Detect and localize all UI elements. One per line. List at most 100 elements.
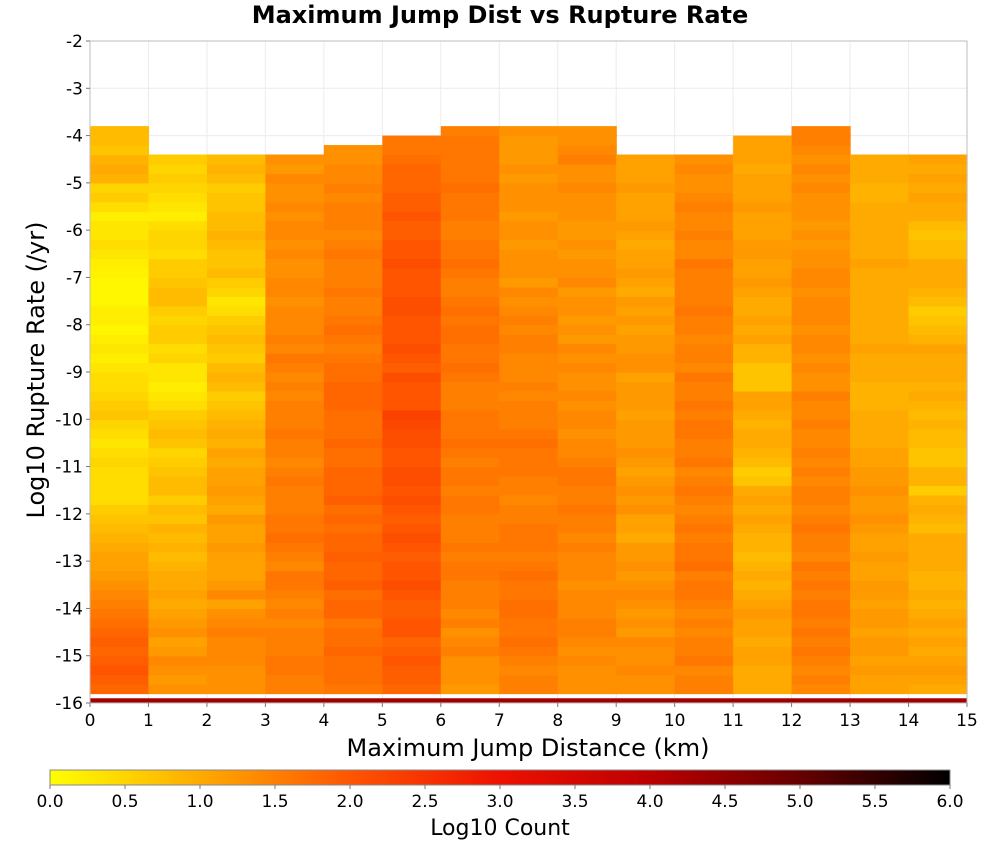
heatmap-cell — [265, 249, 325, 260]
heatmap-cell — [733, 608, 793, 619]
heatmap-cell — [440, 428, 500, 439]
heatmap-cell — [382, 230, 442, 241]
heatmap-cell — [265, 561, 325, 572]
heatmap-cell — [616, 372, 676, 383]
heatmap-cell — [733, 239, 793, 250]
heatmap-cell — [382, 513, 442, 524]
heatmap-cell — [148, 665, 208, 676]
heatmap-cell — [674, 334, 734, 345]
heatmap-cell — [265, 267, 325, 279]
heatmap-cell — [206, 494, 266, 505]
heatmap-cell — [265, 400, 325, 411]
heatmap-cell — [850, 655, 910, 666]
y-axis-ticks: -2 -3 -4 -5 -6 -7 -8 -9 -10 -11 -12 -13 -14 -15 -16 — [55, 32, 90, 714]
heatmap-cell — [90, 324, 150, 335]
heatmap-cell — [323, 334, 383, 345]
heatmap-cell — [206, 419, 266, 430]
heatmap-cell — [850, 163, 910, 174]
heatmap-cell — [733, 438, 793, 449]
heatmap-cell — [908, 400, 968, 411]
heatmap-cell — [733, 362, 793, 373]
heatmap-cell — [323, 485, 383, 496]
heatmap-cell — [323, 494, 383, 505]
heatmap-cell — [499, 220, 559, 231]
heatmap-cell — [616, 684, 676, 695]
heatmap-cell — [850, 684, 910, 695]
heatmap-cell — [908, 390, 968, 401]
heatmap-cell — [557, 447, 617, 458]
heatmap-cell — [674, 665, 734, 676]
heatmap-cell — [265, 230, 325, 241]
heatmap-cell — [908, 532, 968, 543]
heatmap-cell — [499, 608, 559, 619]
heatmap-cell — [674, 296, 734, 307]
heatmap-cell — [791, 646, 851, 657]
heatmap-cell — [733, 211, 793, 222]
heatmap-cell — [791, 598, 851, 610]
heatmap-cell — [323, 211, 383, 222]
heatmap-cell — [90, 551, 150, 562]
heatmap-cell — [382, 305, 442, 316]
heatmap-cell — [148, 523, 208, 534]
heatmap-cell — [90, 277, 150, 288]
heatmap-cell — [265, 381, 325, 392]
heatmap-cell — [791, 457, 851, 468]
heatmap-cell — [616, 400, 676, 411]
heatmap-cell — [616, 494, 676, 505]
heatmap-cell — [557, 277, 617, 288]
heatmap-cell — [674, 239, 734, 250]
heatmap-cell — [148, 154, 208, 165]
x-tick-label: 8 — [552, 711, 563, 731]
heatmap-cell — [616, 267, 676, 279]
heatmap-cell — [206, 154, 266, 165]
heatmap-cell — [265, 173, 325, 184]
heatmap-cell — [791, 561, 851, 572]
heatmap-cell — [674, 182, 734, 193]
heatmap-cell — [499, 551, 559, 562]
heatmap-cell — [908, 192, 968, 203]
heatmap-cell — [440, 135, 500, 146]
heatmap-cell — [908, 409, 968, 420]
heatmap-cell — [323, 608, 383, 619]
heatmap-cell — [323, 154, 383, 165]
heatmap-cell — [674, 201, 734, 212]
heatmap-cell — [440, 646, 500, 657]
heatmap-cell — [616, 428, 676, 439]
heatmap-cell — [557, 494, 617, 505]
heatmap-cell — [557, 646, 617, 657]
heatmap-cell — [323, 589, 383, 600]
heatmap-cell — [616, 608, 676, 619]
heatmap-cell — [908, 220, 968, 231]
heatmap-cell — [265, 542, 325, 553]
heatmap-cell — [265, 447, 325, 458]
heatmap-cell — [908, 201, 968, 212]
heatmap-cell — [323, 343, 383, 354]
heatmap-cell — [557, 305, 617, 316]
heatmap-cell — [382, 145, 442, 156]
heatmap-cell — [557, 674, 617, 685]
colorbar-ticks: 0.0 0.5 1.0 1.5 2.0 2.5 3.0 3.5 4.0 4.5 5.0 5.5 6.0 — [36, 785, 964, 812]
heatmap-cell — [440, 684, 500, 695]
heatmap-cell — [616, 447, 676, 458]
heatmap-cell — [148, 305, 208, 316]
heatmap-cell — [265, 324, 325, 335]
heatmap-cell — [148, 277, 208, 288]
heatmap-cell — [908, 182, 968, 193]
heatmap-cell — [557, 381, 617, 392]
heatmap-cell — [674, 372, 734, 383]
heatmap-cell — [382, 447, 442, 458]
heatmap-cell — [499, 277, 559, 288]
heatmap-cell — [440, 466, 500, 477]
heatmap-cell — [499, 239, 559, 250]
x-tick-label: 13 — [839, 711, 861, 731]
heatmap-cell — [557, 390, 617, 401]
colorbar-tick-label: 2.5 — [411, 792, 438, 812]
heatmap-cell — [616, 381, 676, 392]
heatmap-cell — [323, 617, 383, 628]
heatmap-cell — [499, 400, 559, 411]
heatmap-cell — [265, 476, 325, 487]
heatmap-cell — [733, 249, 793, 260]
heatmap-cell — [674, 646, 734, 657]
heatmap-cell — [440, 315, 500, 326]
heatmap-cell — [850, 627, 910, 638]
